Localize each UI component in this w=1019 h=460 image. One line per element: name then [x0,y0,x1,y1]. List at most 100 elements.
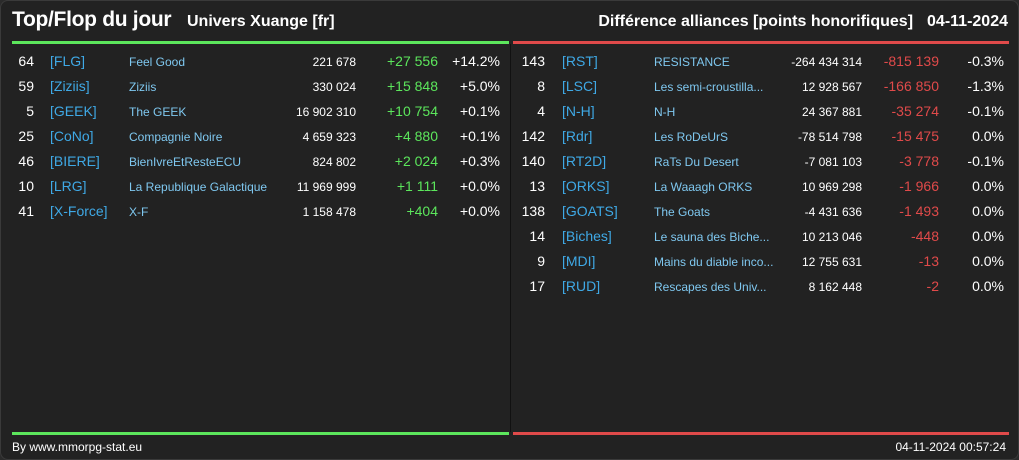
alliance-tag-link[interactable]: [BIERE] [50,153,100,169]
alliance-tag-link[interactable]: [LRG] [50,178,87,194]
points-cell: -78 514 798 [797,130,862,144]
flop-accent-bar [513,41,1009,44]
table-row: 59 [Ziziis] Ziziis 330 024 +15 848 +5.0% [12,74,509,99]
rank-cell: 9 [537,253,545,269]
rank-cell: 41 [18,203,34,219]
points-cell: 24 367 881 [801,105,862,119]
alliance-tag-link[interactable]: [X-Force] [50,203,108,219]
alliance-tag-link[interactable]: [Rdr] [562,128,593,144]
percent-cell: -1.3% [967,78,1004,94]
flop-bottom-bar [513,432,1009,435]
points-cell: 12 755 631 [801,255,862,269]
diff-cell: -815 139 [883,53,939,69]
rank-cell: 59 [18,78,34,94]
percent-cell: +5.0% [459,78,500,94]
footer-timestamp: 04-11-2024 00:57:24 [895,440,1006,454]
rank-cell: 138 [521,203,545,219]
alliance-name-link[interactable]: RaTs Du Desert [654,155,739,169]
alliance-name-link[interactable]: Mains du diable inco... [654,255,774,269]
diff-cell: +10 754 [387,103,438,119]
diff-cell: -166 850 [883,78,939,94]
rank-cell: 17 [529,278,545,294]
diff-cell: +15 848 [387,78,438,94]
top-table: 64 [FLG] Feel Good 221 678 +27 556 +14.2% 59 [Z… [12,49,509,224]
points-cell: 824 802 [312,155,356,169]
percent-cell: -0.1% [967,103,1004,119]
header: Top/Flop du jour Univers Xuange [fr] Dif… [1,1,1019,41]
percent-cell: 0.0% [972,203,1004,219]
alliance-tag-link[interactable]: [LSC] [562,78,598,94]
rank-cell: 8 [537,78,545,94]
diff-cell: -1 966 [899,178,939,194]
alliance-tag-link[interactable]: [MDI] [562,253,596,269]
top-accent-bar [12,41,509,44]
percent-cell: 0.0% [972,178,1004,194]
alliance-name-link[interactable]: RESISTANCE [654,55,730,69]
alliance-name-link[interactable]: Les RoDeUrS [654,130,729,144]
table-row: 4 [N-H] N-H 24 367 881 -35 274 -0.1% [513,99,1009,124]
alliance-tag-link[interactable]: [GEEK] [50,103,97,119]
alliance-name-link[interactable]: Le sauna des Biche... [654,230,770,244]
alliance-tag-link[interactable]: [CoNo] [50,128,94,144]
universe-subtitle: Univers Xuange [fr] [187,13,335,30]
alliance-tag-link[interactable]: [GOATS] [562,203,618,219]
diff-cell: -1 493 [899,203,939,219]
alliance-name-link[interactable]: The GEEK [129,105,187,119]
table-row: 41 [X-Force] X-F 1 158 478 +404 +0.0% [12,199,509,224]
points-cell: -264 434 314 [791,55,862,69]
rank-cell: 14 [529,228,545,244]
alliance-tag-link[interactable]: [RUD] [562,278,601,294]
percent-cell: 0.0% [972,228,1004,244]
percent-cell: +0.0% [459,203,500,219]
diff-cell: -2 [926,278,939,294]
points-cell: -7 081 103 [804,155,862,169]
header-right: Différence alliances [points honorifique… [598,13,1008,31]
table-row: 13 [ORKS] La Waaagh ORKS 10 969 298 -1 966 0.… [513,174,1009,199]
table-row: 140 [RT2D] RaTs Du Desert -7 081 103 -3 778 -… [513,149,1009,174]
alliance-name-link[interactable]: Compagnie Noire [129,130,223,144]
column-divider [510,44,511,432]
percent-cell: +0.1% [459,128,500,144]
percent-cell: +14.2% [452,53,500,69]
alliance-name-link[interactable]: X-F [129,205,149,219]
table-row: 64 [FLG] Feel Good 221 678 +27 556 +14.2% [12,49,509,74]
alliance-tag-link[interactable]: [ORKS] [562,178,610,194]
flop-table: 143 [RST] RESISTANCE -264 434 314 -815 139 -0… [513,49,1009,299]
alliance-tag-link[interactable]: [N-H] [562,103,595,119]
rank-cell: 46 [18,153,34,169]
table-row: 5 [GEEK] The GEEK 16 902 310 +10 754 +0.1% [12,99,509,124]
alliance-name-link[interactable]: The Goats [654,205,711,219]
percent-cell: -0.3% [967,53,1004,69]
alliance-name-link[interactable]: La Republique Galactique [129,180,268,194]
points-cell: 12 928 567 [801,80,862,94]
points-cell: -4 431 636 [804,205,862,219]
rank-cell: 13 [529,178,545,194]
footer-credit: By www.mmorpg-stat.eu [12,440,143,454]
alliance-tag-link[interactable]: [Biches] [562,228,612,244]
points-cell: 16 902 310 [295,105,356,119]
alliance-name-link[interactable]: Ziziis [129,80,157,94]
alliance-name-link[interactable]: BienIvreEtResteECU [129,155,242,169]
rank-cell: 143 [521,53,545,69]
table-row: 25 [CoNo] Compagnie Noire 4 659 323 +4 880 +0… [12,124,509,149]
alliance-name-link[interactable]: La Waaagh ORKS [654,180,753,194]
table-row: 8 [LSC] Les semi-croustilla... 12 928 567 -1… [513,74,1009,99]
table-row: 46 [BIERE] BienIvreEtResteECU 824 802 +2 024… [12,149,509,174]
alliance-name-link[interactable]: Les semi-croustilla... [654,80,764,94]
alliance-tag-link[interactable]: [Ziziis] [50,78,90,94]
rank-cell: 5 [26,103,34,119]
percent-cell: +0.0% [459,178,500,194]
rank-cell: 25 [18,128,34,144]
points-cell: 11 969 999 [296,180,356,194]
alliance-name-link[interactable]: Rescapes des Univ... [654,280,767,294]
alliance-tag-link[interactable]: [FLG] [50,53,86,69]
alliance-tag-link[interactable]: [RT2D] [562,153,607,169]
alliance-name-link[interactable]: Feel Good [129,55,186,69]
alliance-name-link[interactable]: N-H [654,105,676,119]
points-cell: 8 162 448 [808,280,862,294]
header-date: 04-11-2024 [927,13,1008,30]
alliance-tag-link[interactable]: [RST] [562,53,598,69]
percent-cell: +0.1% [459,103,500,119]
top-bottom-bar [12,432,509,435]
